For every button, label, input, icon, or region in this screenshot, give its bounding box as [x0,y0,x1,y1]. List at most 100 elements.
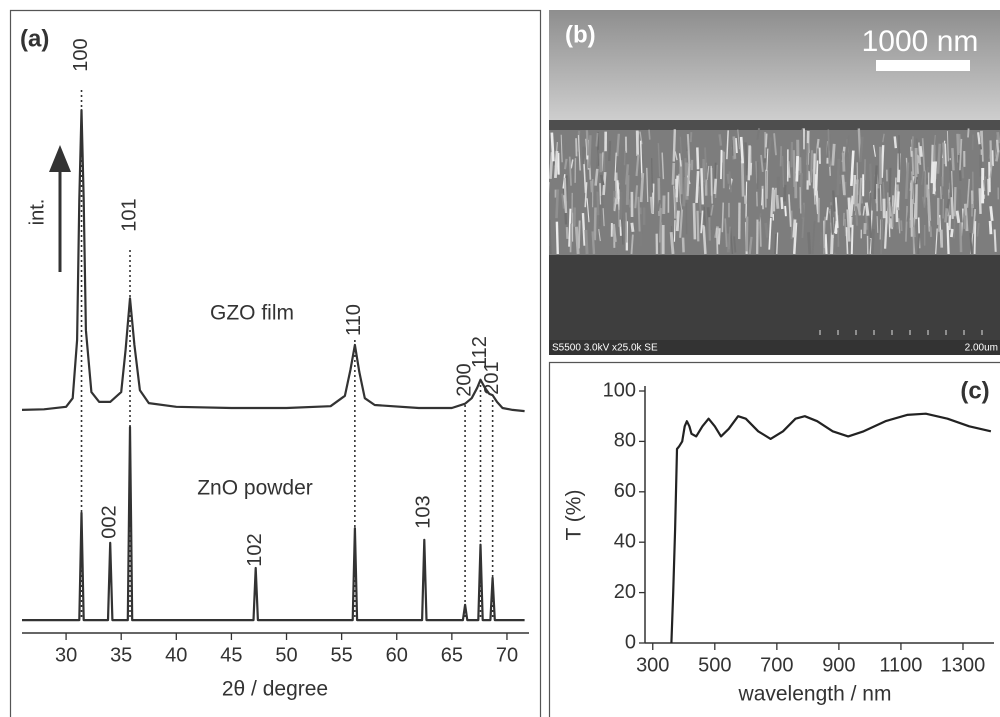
peak-label: 100 [70,38,92,71]
sem-grain [583,213,585,246]
y-tick-label: 40 [614,530,636,552]
sem-grain [930,226,931,237]
sem-grain [954,220,955,238]
sem-grain [715,179,716,194]
x-tick-label: 35 [110,644,132,666]
sem-grain [627,175,628,205]
sem-grain [609,141,610,161]
sem-grain [943,143,944,165]
sem-grain [782,197,783,209]
peak-label: 103 [413,495,435,528]
sem-grain [775,234,776,254]
x-tick-label: 45 [220,644,242,666]
sem-grain [976,205,977,218]
sem-grain [674,220,675,242]
series-line [22,427,525,620]
sem-grain [833,190,834,211]
sem-grain [626,212,627,242]
sem-grain [919,155,920,163]
sem-grain [674,129,675,161]
sem-grain [617,180,618,199]
sem-grain [800,187,801,213]
sem-film-top [549,120,1000,130]
sem-grain [677,211,678,231]
sem-grain [843,153,844,172]
sem-grain [785,206,786,216]
sem-grain [892,206,893,227]
sem-grain [589,135,590,168]
sem-grain [846,227,847,254]
sem-grain [916,184,917,219]
sem-grain [548,182,549,197]
sem-grain [651,197,652,214]
sem-grain [742,160,743,196]
sem-grain [973,134,974,149]
sem-grain [832,233,833,254]
sem-grain [877,216,878,233]
sem-grain [932,231,933,251]
sem-grain [826,234,827,254]
sem-grain [952,148,953,170]
series-label: ZnO powder [197,477,313,500]
sem-grain [593,231,594,254]
x-axis-label: 2θ / degree [222,678,328,701]
sem-grain [957,211,959,223]
sem-grain [550,220,551,254]
sem-grain [697,171,699,203]
sem-grain [683,238,684,253]
sem-grain [882,145,883,178]
sem-grain [941,186,942,199]
sem-grain [821,232,822,246]
sem-grain [838,159,839,195]
x-tick-label: 1300 [941,654,986,676]
sem-grain [942,177,943,195]
sem-grain [978,132,979,144]
sem-grain [918,233,919,254]
sem-grain [809,171,810,185]
sem-grain [557,222,558,254]
sem-grain [917,139,918,148]
sem-grain [950,160,951,197]
x-tick-label: 1100 [879,654,922,676]
y-tick-label: 80 [614,430,636,452]
sem-grain [947,223,948,254]
sem-grain [781,146,782,166]
sem-grain [948,199,949,208]
sem-grain [614,224,616,242]
sem-grain [552,133,554,162]
sem-grain [906,206,907,242]
x-tick-label: 50 [275,644,297,666]
peak-label: 101 [118,198,140,231]
x-tick-label: 30 [55,644,77,666]
x-tick-label: 70 [496,644,518,666]
sem-grain [991,206,993,221]
sem-grain [721,150,722,179]
sem-grain [641,173,643,202]
sem-grain [925,171,926,206]
sem-grain [746,142,748,175]
sem-grain [858,203,860,215]
x-tick-label: 300 [636,654,669,676]
sem-grain [995,229,996,251]
sem-grain [870,217,871,238]
sem-grain [638,197,639,232]
sem-grain [591,181,592,193]
sem-grain [565,159,567,169]
sem-grain [576,227,578,254]
sem-grain [704,225,706,254]
sem-grain [920,146,921,157]
sem-grain [975,221,976,254]
panel-label: (c) [960,377,989,404]
sem-grain [866,203,868,216]
y-tick-label: 100 [603,379,636,401]
sem-grain [906,162,908,199]
sem-grain [968,128,969,137]
sem-grain [691,132,692,142]
sem-grain [698,211,699,242]
sem-grain [557,189,558,218]
panel-label: (b) [565,21,596,48]
sem-grain [951,229,952,237]
sem-grain [555,151,557,178]
sem-grain [789,161,790,178]
sem-grain [673,163,674,185]
